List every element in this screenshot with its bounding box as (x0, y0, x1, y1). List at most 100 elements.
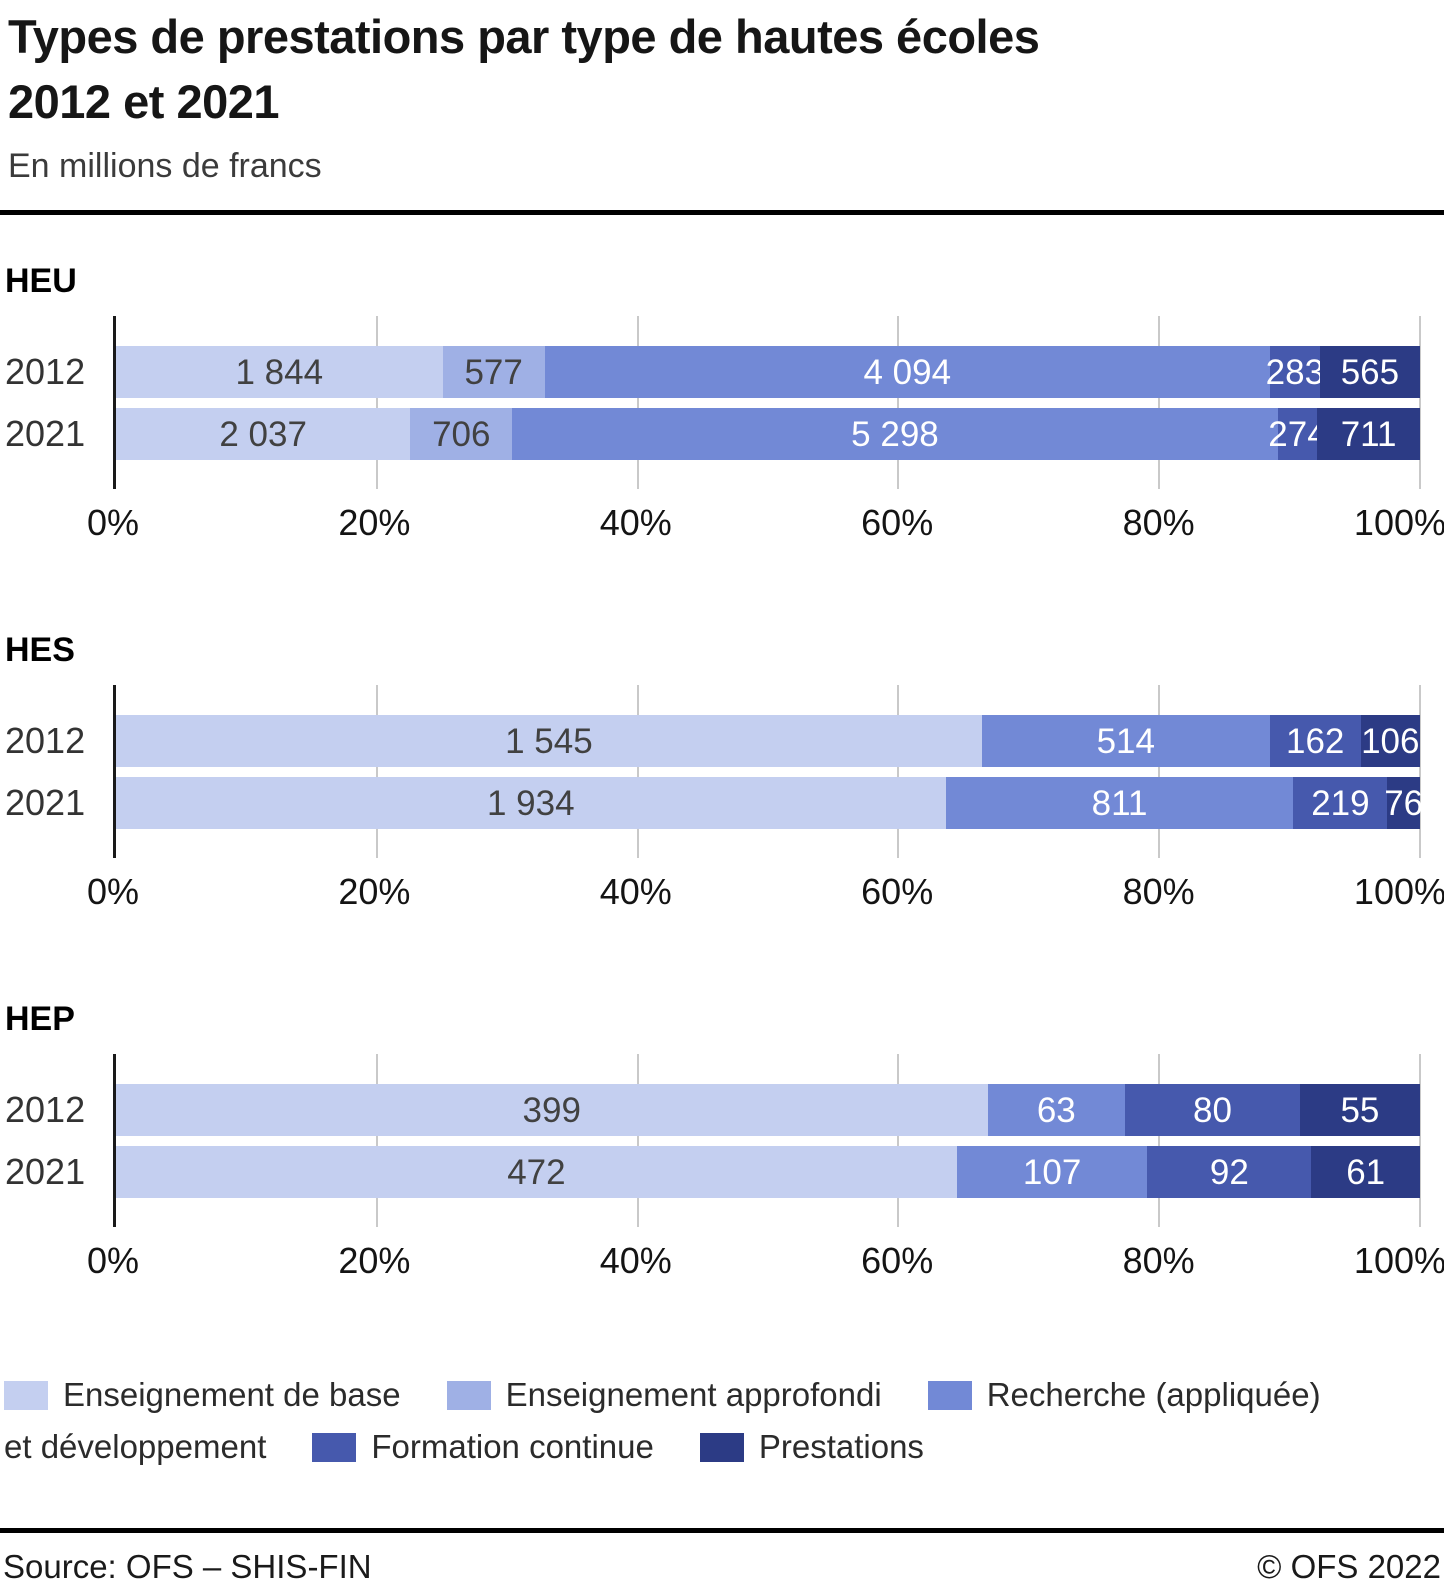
axis-tick-label: 100% (1353, 1240, 1444, 1281)
segment-value-label: 4 094 (863, 352, 952, 392)
gridline-80 (1158, 685, 1161, 858)
legend-item: Enseignement approfondi (446, 1376, 882, 1414)
legend-label: Prestations (758, 1428, 924, 1465)
segment-value-label: 706 (432, 414, 491, 454)
segment-value-label: 61 (1346, 1152, 1386, 1192)
bar-segment: 80 (1125, 1084, 1300, 1136)
axis-tick-label: 0% (86, 502, 140, 543)
footer-copyright: © OFS 2022 (1257, 1548, 1441, 1585)
legend-label: Enseignement de base (63, 1376, 401, 1413)
gridline-60 (897, 685, 900, 858)
axis-tick-label: 80% (1122, 502, 1195, 543)
gridline-60 (897, 1054, 900, 1227)
axis-tick-labels: 0% 20% 40% 60% 80% 100% (87, 870, 1444, 914)
axis-tick-label: 100% (1353, 502, 1444, 543)
gridline-40 (636, 316, 639, 489)
axis-tick-label: 0% (86, 871, 140, 912)
chart-sections: HEU 2012 1 844 577 4 094 283 565 2021 2 037 706 5 … (0, 261, 1444, 1283)
bottom-divider (0, 1528, 1444, 1533)
year-label: 2012 (5, 720, 86, 761)
chart-header: Types de prestations par type de hautes … (0, 0, 1444, 188)
legend-item: Recherche (appliquée) (927, 1376, 1321, 1414)
year-label: 2012 (5, 351, 86, 392)
legend-label: et développement (4, 1428, 267, 1465)
chart-title-line1: Types de prestations par type de hautes … (8, 10, 1040, 63)
plot-box: 2012 1 545 514 162 106 2021 1 934 811 219 76 (5, 685, 1423, 858)
bar-segment: 565 (1319, 346, 1420, 398)
gridline-100 (1419, 685, 1421, 858)
chart-legend: Enseignement de base Enseignement approfo… (0, 1375, 1444, 1467)
bar-segment: 5 298 (512, 408, 1278, 460)
bar-segment: 106 (1360, 715, 1420, 767)
plot-area: 2012 1 545 514 162 106 2021 1 934 811 219 76 0% 20%… (5, 685, 1444, 914)
axis-tick-label: 80% (1122, 871, 1195, 912)
segment-value-label: 80 (1193, 1090, 1232, 1130)
bar-segment: 55 (1299, 1084, 1420, 1136)
segment-value-label: 1 934 (486, 783, 575, 823)
bar-segment: 711 (1317, 408, 1420, 460)
bar-segment: 162 (1269, 715, 1361, 767)
segment-value-label: 399 (522, 1090, 581, 1130)
chart-title-line2: 2012 et 2021 (8, 75, 280, 128)
gridline-60 (897, 316, 900, 489)
segment-value-label: 472 (507, 1152, 566, 1192)
legend-swatch (699, 1432, 744, 1462)
chart-footer: Source: OFS – SHIS-FIN © OFS 2022 (0, 1545, 1444, 1589)
plot-box: 2012 399 63 80 55 2021 472 107 92 61 (5, 1054, 1421, 1227)
legend-item: Prestations (699, 1428, 924, 1466)
segment-value-label: 107 (1022, 1152, 1082, 1192)
segment-value-label: 5 298 (851, 414, 939, 454)
year-label: 2021 (5, 413, 86, 454)
bar-row-2021: 2021 472 107 92 61 (5, 1146, 1420, 1198)
chart-section-hep: HEP 2012 399 63 80 55 2021 472 107 92 61 0% 20% 40% 60… (0, 999, 1444, 1283)
axis-tick-label: 100% (1353, 871, 1444, 912)
year-label: 2012 (5, 1089, 86, 1130)
bar-row-2012: 2012 1 844 577 4 094 283 565 (5, 346, 1420, 398)
bar-segment: 63 (987, 1084, 1126, 1136)
bar-segment: 577 (442, 346, 545, 398)
bar-segment: 1 934 (116, 777, 946, 829)
bar-segment: 219 (1293, 777, 1388, 829)
bar-segment: 399 (116, 1084, 988, 1136)
bar-segment: 274 (1268, 408, 1327, 460)
legend-row: Enseignement de base Enseignement approfo… (4, 1375, 1444, 1415)
axis-tick-label: 20% (338, 1240, 411, 1281)
segment-value-label: 55 (1340, 1090, 1380, 1130)
axis-tick-label: 40% (599, 871, 672, 912)
segment-value-label: 577 (464, 352, 523, 392)
gridline-80 (1158, 1054, 1161, 1227)
legend-item: Enseignement de base (4, 1376, 401, 1414)
axis-tick-label: 40% (599, 1240, 672, 1281)
year-label: 2021 (5, 782, 86, 823)
segment-value-label: 1 844 (235, 352, 324, 392)
segment-value-label: 219 (1311, 783, 1370, 823)
legend-label: Recherche (appliquée) (986, 1376, 1321, 1413)
legend-item: Formation continue (312, 1428, 654, 1466)
plot-area: 2012 399 63 80 55 2021 472 107 92 61 0% 20% 40% 60% 80… (5, 1054, 1444, 1283)
legend-item: et développement (4, 1428, 266, 1466)
chart-title: Types de prestations par type de hautes … (8, 4, 1444, 134)
bar-row-2021: 2021 2 037 706 5 298 274 711 (5, 408, 1420, 460)
bar-row-2012: 2012 399 63 80 55 (5, 1084, 1420, 1136)
bar-segment: 514 (981, 715, 1270, 767)
bar-segment: 472 (116, 1146, 957, 1198)
legend-swatch (446, 1380, 491, 1410)
legend-label: Enseignement approfondi (505, 1376, 882, 1413)
gridline-40 (636, 685, 639, 858)
legend-row: et développement Formation continue Presta… (4, 1427, 1444, 1467)
year-label: 2021 (5, 1151, 86, 1192)
footer-source: Source: OFS – SHIS-FIN (3, 1548, 372, 1585)
segment-value-label: 514 (1096, 721, 1155, 761)
legend-swatch (927, 1380, 972, 1410)
bar-segment: 61 (1311, 1146, 1420, 1198)
axis-tick-label: 80% (1122, 1240, 1195, 1281)
gridline-40 (636, 1054, 639, 1227)
gridline-20 (375, 1054, 378, 1227)
gridline-100 (1419, 316, 1421, 489)
chart-subtitle: En millions de francs (8, 147, 322, 185)
bar-segment: 2 037 (116, 408, 411, 460)
bar-segment: 76 (1384, 777, 1423, 829)
gridline-80 (1158, 316, 1161, 489)
segment-value-label: 1 545 (505, 721, 593, 761)
section-title: HEU (5, 262, 77, 300)
